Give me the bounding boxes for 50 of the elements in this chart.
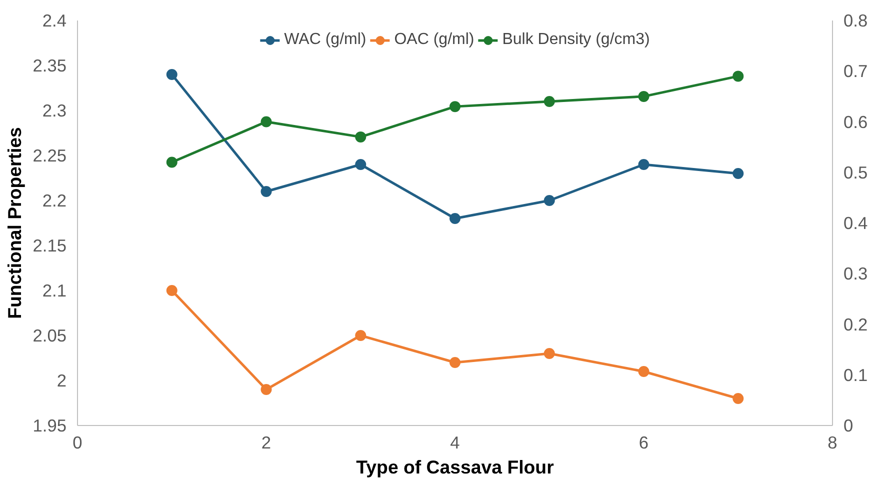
point bbox=[450, 101, 460, 112]
point bbox=[260, 384, 272, 395]
point bbox=[544, 195, 555, 206]
x-tick-label: 0 bbox=[72, 432, 82, 452]
point bbox=[544, 96, 555, 107]
point bbox=[638, 366, 650, 377]
point bbox=[166, 156, 178, 168]
y2-tick-label: 0 bbox=[844, 416, 854, 436]
y-tick-label: 1.95 bbox=[32, 416, 67, 436]
legend-label: Bulk Density (g/cm3) bbox=[502, 31, 650, 49]
y-tick-label: 2.05 bbox=[32, 326, 67, 346]
y2-tick-label: 0.8 bbox=[844, 10, 868, 30]
legend-label: WAC (g/ml) bbox=[284, 31, 366, 49]
x-tick-label: 6 bbox=[638, 432, 649, 452]
point bbox=[355, 330, 366, 341]
x-tick-label: 8 bbox=[828, 432, 838, 452]
point bbox=[166, 69, 178, 80]
y2-tick-label: 0.3 bbox=[844, 264, 868, 284]
y-tick-label: 2.35 bbox=[32, 56, 67, 76]
y-tick-label: 2.1 bbox=[42, 280, 67, 300]
y-tick-label: 2.3 bbox=[42, 100, 67, 120]
point bbox=[450, 213, 460, 224]
y-tick-label: 2.4 bbox=[42, 10, 67, 30]
point bbox=[544, 348, 555, 359]
point bbox=[732, 168, 744, 179]
x-axis-title: Type of Cassava Flour bbox=[356, 456, 554, 478]
point bbox=[166, 285, 178, 296]
point bbox=[732, 70, 744, 82]
y2-tick-label: 0.6 bbox=[844, 112, 868, 132]
y2-tick-label: 0.2 bbox=[844, 314, 868, 334]
point bbox=[638, 90, 650, 102]
point bbox=[355, 131, 366, 142]
x-tick-label: 4 bbox=[450, 432, 460, 452]
y-tick-label: 2.15 bbox=[32, 236, 67, 256]
point bbox=[260, 186, 272, 197]
y2-tick-label: 0.1 bbox=[844, 364, 868, 385]
point bbox=[260, 116, 272, 128]
point bbox=[355, 159, 366, 170]
legend-label: OAC (g/ml) bbox=[394, 31, 474, 49]
x-tick-label: 2 bbox=[261, 432, 272, 452]
y2-tick-label: 0.7 bbox=[844, 61, 868, 82]
y-tick-label: 2.2 bbox=[42, 190, 67, 210]
point bbox=[732, 393, 744, 404]
y-axis-title: Functional Properties bbox=[4, 127, 25, 319]
point bbox=[450, 357, 460, 368]
y-tick-label: 2 bbox=[56, 370, 67, 390]
y-tick-label: 2.25 bbox=[32, 146, 67, 166]
point bbox=[638, 159, 650, 170]
y2-tick-label: 0.4 bbox=[844, 213, 868, 233]
y2-tick-label: 0.5 bbox=[844, 162, 868, 182]
